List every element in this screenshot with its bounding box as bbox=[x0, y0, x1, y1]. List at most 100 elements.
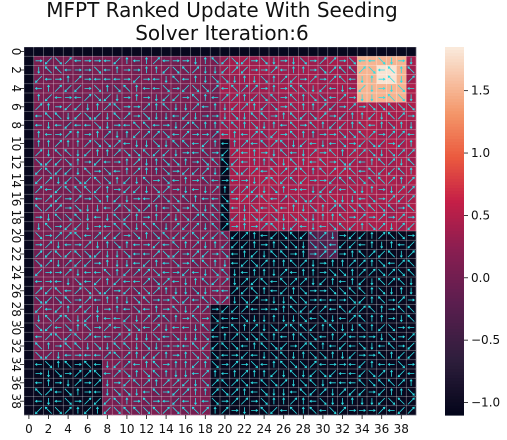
arrow-mark bbox=[143, 287, 151, 295]
arrow-mark bbox=[260, 298, 269, 302]
arrow-mark bbox=[370, 185, 374, 193]
colorbar-segment bbox=[445, 123, 464, 128]
arrow-mark bbox=[143, 112, 151, 120]
arrow-mark bbox=[319, 77, 327, 81]
arrow-mark bbox=[191, 204, 199, 212]
arrow-mark bbox=[201, 149, 209, 157]
arrow-mark bbox=[397, 305, 405, 313]
arrow-mark bbox=[299, 167, 307, 175]
arrow-mark bbox=[184, 103, 188, 111]
arrow-mark bbox=[241, 305, 249, 313]
arrow-mark bbox=[260, 342, 268, 350]
colorbar-segment bbox=[445, 231, 464, 235]
colorbar-segment bbox=[445, 203, 464, 208]
arrow-mark bbox=[221, 66, 229, 74]
arrow-mark bbox=[64, 397, 72, 405]
arrow-mark bbox=[250, 250, 258, 258]
arrow-mark bbox=[339, 130, 347, 139]
arrow-mark bbox=[329, 268, 337, 277]
arrow-mark bbox=[154, 112, 158, 120]
arrow-mark bbox=[311, 223, 315, 231]
arrow-mark bbox=[105, 84, 109, 92]
arrow-mark bbox=[181, 232, 190, 240]
x-tick-label: 8 bbox=[103, 422, 111, 436]
arrow-mark bbox=[280, 379, 288, 387]
arrow-mark bbox=[311, 102, 315, 110]
arrow-mark bbox=[231, 379, 239, 387]
x-tick-label: 18 bbox=[198, 422, 213, 436]
arrow-mark bbox=[103, 103, 112, 111]
heatmap-cell bbox=[73, 47, 84, 57]
arrow-mark bbox=[409, 278, 413, 286]
arrow-mark bbox=[407, 215, 416, 219]
arrow-mark bbox=[135, 315, 139, 323]
arrow-mark bbox=[329, 114, 337, 118]
arrow-mark bbox=[142, 149, 150, 157]
arrow-mark bbox=[299, 360, 308, 369]
arrow-mark bbox=[154, 66, 158, 74]
arrow-mark bbox=[260, 94, 268, 102]
arrow-mark bbox=[211, 342, 219, 350]
colorbar-segment bbox=[445, 160, 464, 165]
heatmap-cell bbox=[210, 47, 221, 57]
colorbar-segment bbox=[445, 298, 464, 303]
arrow-mark bbox=[125, 240, 129, 248]
y-tick-label: 34 bbox=[9, 357, 23, 372]
arrow-mark bbox=[171, 178, 180, 182]
arrow-mark bbox=[262, 186, 266, 194]
colorbar-segment bbox=[445, 197, 464, 201]
arrow-mark bbox=[83, 305, 92, 313]
arrow-mark bbox=[388, 121, 396, 129]
arrow-mark bbox=[54, 186, 62, 194]
arrow-mark bbox=[84, 86, 92, 90]
colorbar-segment bbox=[445, 332, 464, 336]
arrow-mark bbox=[184, 351, 188, 359]
arrow-mark bbox=[368, 195, 376, 203]
arrow-mark bbox=[309, 160, 317, 164]
arrow-mark bbox=[223, 112, 227, 120]
x-tick-label: 4 bbox=[64, 422, 72, 436]
heatmap-cell bbox=[24, 83, 35, 94]
arrow-mark bbox=[368, 390, 376, 394]
arrow-mark bbox=[192, 84, 200, 93]
arrow-mark bbox=[397, 112, 406, 120]
arrow-mark bbox=[338, 66, 346, 74]
arrow-mark bbox=[113, 222, 121, 230]
arrow-mark bbox=[201, 323, 209, 332]
arrow-mark bbox=[397, 103, 406, 111]
heatmap-cell bbox=[249, 47, 260, 57]
arrow-mark bbox=[103, 140, 112, 148]
arrow-mark bbox=[54, 326, 62, 330]
arrow-mark bbox=[76, 158, 80, 166]
arrow-mark bbox=[174, 314, 178, 322]
colorbar-segment bbox=[445, 255, 464, 260]
arrow-mark bbox=[213, 240, 217, 248]
colorbar-segment bbox=[445, 132, 464, 137]
arrow-mark bbox=[279, 123, 287, 127]
arrow-mark bbox=[162, 167, 170, 175]
arrow-mark bbox=[270, 176, 278, 184]
arrow-mark bbox=[154, 213, 158, 221]
arrow-mark bbox=[388, 268, 396, 276]
x-tick-label: 22 bbox=[237, 422, 252, 436]
arrow-mark bbox=[292, 379, 295, 387]
arrow-mark bbox=[56, 360, 60, 368]
colorbar-segment bbox=[445, 209, 464, 214]
arrow-mark bbox=[360, 222, 364, 230]
arrow-mark bbox=[84, 369, 92, 378]
arrow-mark bbox=[203, 93, 207, 101]
arrow-mark bbox=[338, 280, 346, 284]
arrow-mark bbox=[407, 132, 415, 136]
arrow-mark bbox=[231, 342, 239, 350]
arrow-mark bbox=[309, 406, 317, 414]
arrow-mark bbox=[54, 84, 63, 92]
arrow-mark bbox=[368, 149, 376, 157]
arrow-mark bbox=[192, 178, 200, 182]
arrow-mark bbox=[64, 158, 72, 166]
arrow-mark bbox=[319, 261, 327, 265]
arrow-mark bbox=[407, 185, 415, 194]
arrow-mark bbox=[272, 269, 276, 277]
colorbar-segment bbox=[445, 344, 464, 349]
arrow-mark bbox=[56, 352, 60, 360]
arrow-mark bbox=[388, 142, 396, 146]
